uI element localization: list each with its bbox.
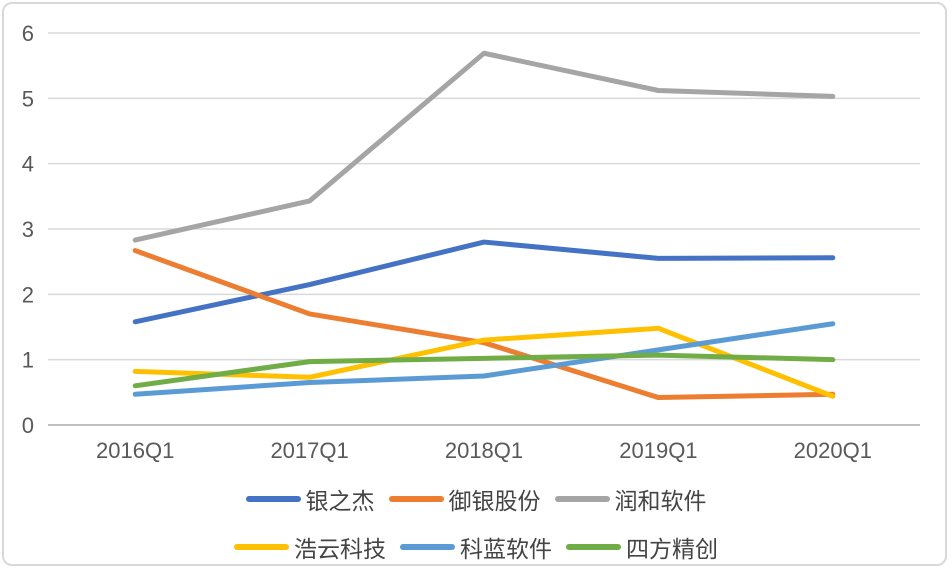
chart-legend: 银之杰 御银股份 润和软件浩云科技 科蓝软件 四方精创 xyxy=(0,482,952,564)
legend-item: 御银股份 xyxy=(388,482,541,516)
legend-label: 科蓝软件 xyxy=(460,536,552,562)
y-tick-label: 3 xyxy=(22,217,34,242)
legend-item: 浩云科技 xyxy=(234,530,386,564)
legend-label: 润和软件 xyxy=(614,488,707,514)
series-line-2 xyxy=(132,50,836,243)
legend-label: 御银股份 xyxy=(448,488,541,514)
y-tick-label: 5 xyxy=(22,86,34,111)
y-tick-label: 6 xyxy=(22,21,34,46)
x-tick-label: 2017Q1 xyxy=(270,438,348,463)
y-tick-label: 1 xyxy=(22,348,34,373)
legend-label: 浩云科技 xyxy=(294,536,386,562)
legend-label: 银之杰 xyxy=(305,488,375,514)
series-line-4 xyxy=(132,321,836,397)
legend-item: 科蓝软件 xyxy=(400,530,552,564)
legend-item: 四方精创 xyxy=(566,530,718,564)
legend-row: 浩云科技 科蓝软件 四方精创 xyxy=(234,530,718,564)
legend-line-swatch-icon xyxy=(554,496,610,502)
y-tick-label: 0 xyxy=(22,413,34,438)
x-axis-tick-labels: 2016Q1 2017Q1 2018Q1 2019Q1 2020Q1 xyxy=(96,438,872,463)
x-tick-label: 2020Q1 xyxy=(794,438,872,463)
x-tick-label: 2019Q1 xyxy=(619,438,697,463)
series-line-0 xyxy=(132,239,836,325)
legend-line-swatch-icon xyxy=(566,544,621,550)
y-axis-tick-labels: 0 1 2 3 4 5 6 xyxy=(22,21,34,438)
series-lines-group xyxy=(132,50,836,401)
series-line-5 xyxy=(132,352,836,389)
legend-line-swatch-icon xyxy=(234,544,289,550)
series-line-1 xyxy=(132,248,836,401)
legend-line-swatch-icon xyxy=(245,496,301,502)
series-line-3 xyxy=(132,325,836,399)
y-tick-label: 4 xyxy=(22,152,34,177)
legend-label: 四方精创 xyxy=(626,536,718,562)
legend-row: 银之杰 御银股份 润和软件 xyxy=(245,482,707,516)
legend-item: 银之杰 xyxy=(245,482,375,516)
legend-line-swatch-icon xyxy=(388,496,444,502)
legend-line-swatch-icon xyxy=(400,544,455,550)
legend-item: 润和软件 xyxy=(554,482,707,516)
x-tick-label: 2016Q1 xyxy=(96,438,174,463)
x-tick-label: 2018Q1 xyxy=(445,438,523,463)
y-tick-label: 2 xyxy=(22,282,34,307)
